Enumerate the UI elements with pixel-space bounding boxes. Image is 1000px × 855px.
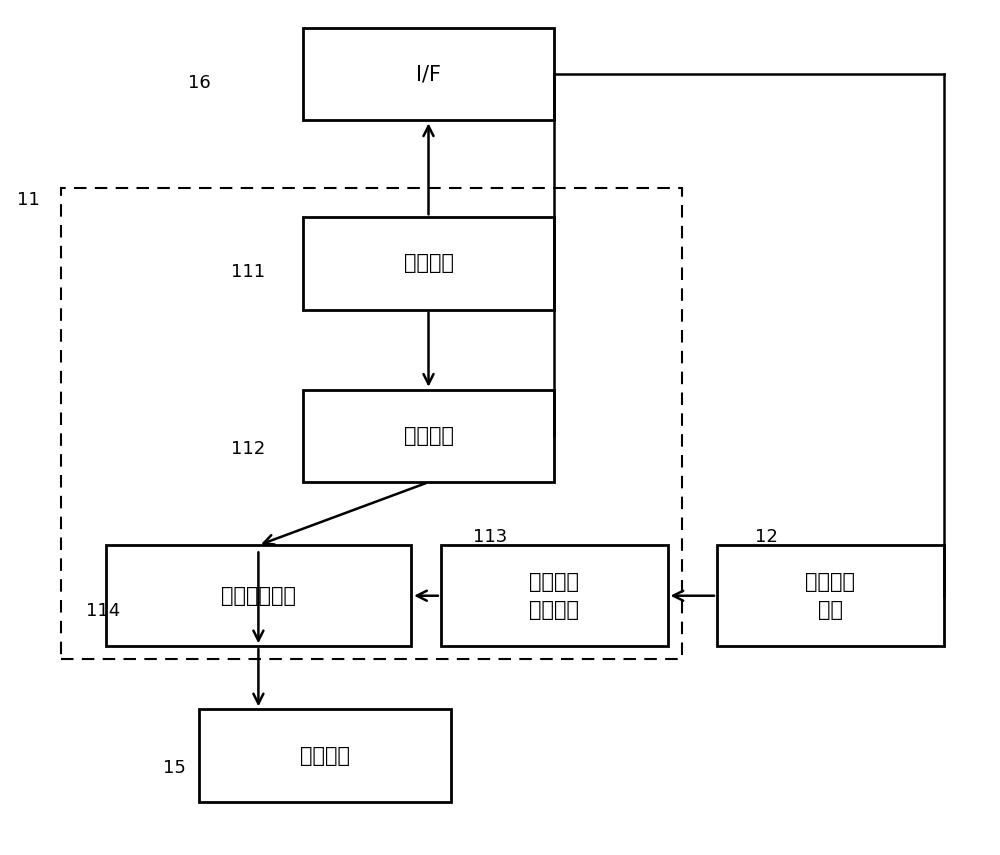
Text: 16: 16	[188, 74, 211, 91]
Text: 15: 15	[163, 759, 186, 777]
Text: I/F: I/F	[416, 64, 441, 85]
Text: 11: 11	[17, 192, 40, 209]
Text: 检测单元: 检测单元	[404, 253, 454, 274]
Text: 112: 112	[231, 439, 266, 457]
Bar	[441, 545, 668, 646]
Bar	[717, 545, 944, 646]
Text: 12: 12	[755, 528, 778, 545]
Bar	[303, 28, 554, 121]
Bar	[303, 217, 554, 310]
Text: 图像读取
单元: 图像读取 单元	[805, 572, 855, 620]
Text: 分析单元: 分析单元	[404, 426, 454, 446]
Text: 113: 113	[473, 528, 507, 545]
Bar	[199, 710, 451, 802]
Bar	[303, 390, 554, 482]
Text: 111: 111	[231, 262, 266, 281]
Text: 记录介质
检测单元: 记录介质 检测单元	[529, 572, 579, 620]
Text: 显示单元: 显示单元	[300, 746, 350, 765]
Text: 114: 114	[86, 602, 121, 620]
Bar	[61, 188, 682, 659]
Bar	[106, 545, 411, 646]
Text: 显示控制单元: 显示控制单元	[221, 586, 296, 605]
